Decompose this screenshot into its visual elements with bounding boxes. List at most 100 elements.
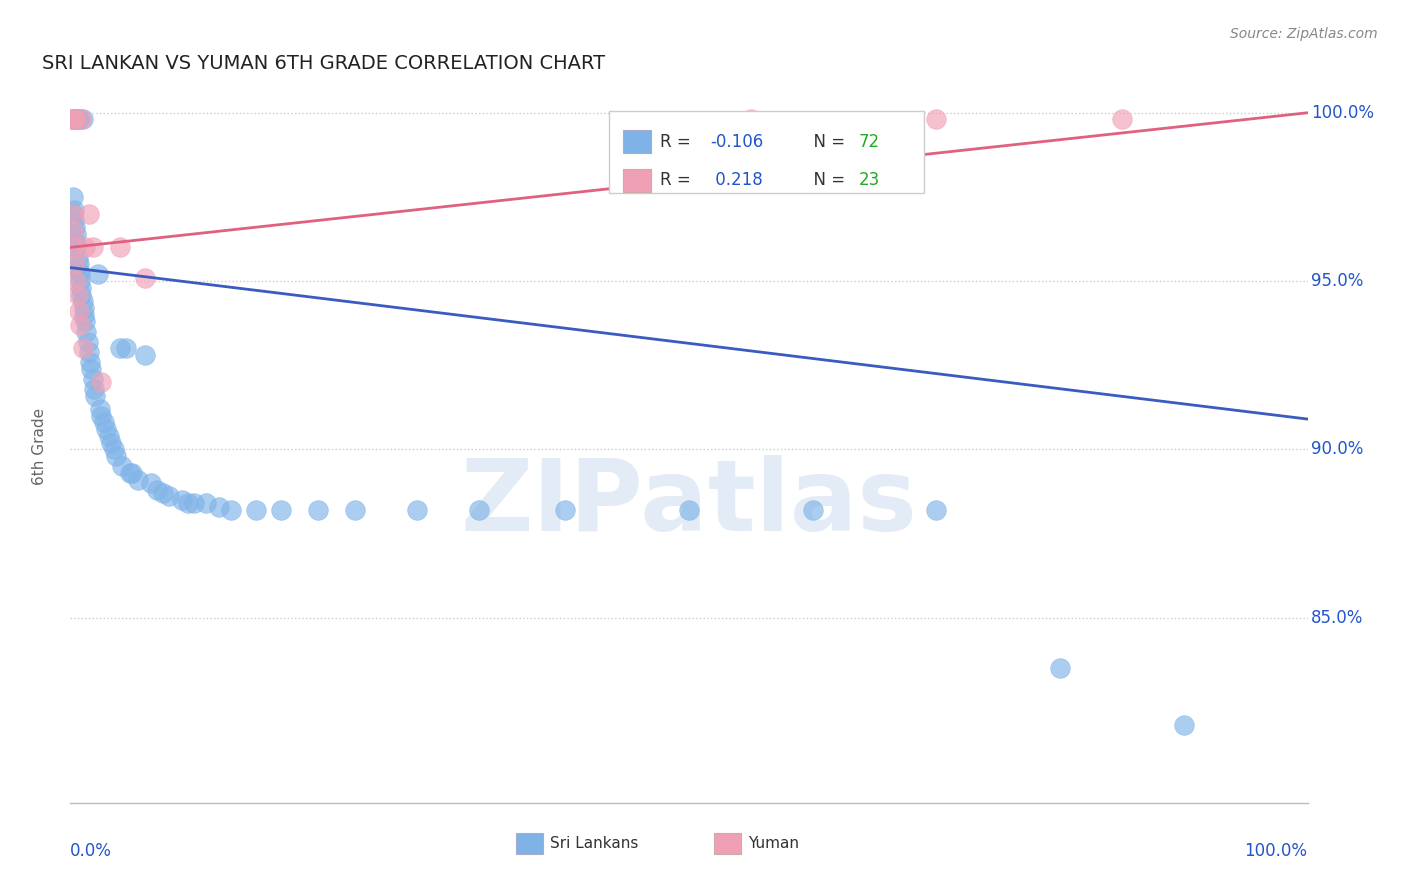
Text: 100.0%: 100.0%: [1312, 103, 1374, 122]
Point: [208, 500, 231, 514]
Point: [66, 287, 89, 301]
Point: [270, 503, 292, 517]
Point: [103, 442, 125, 457]
Point: [183, 496, 205, 510]
Text: -0.106: -0.106: [710, 133, 763, 151]
Bar: [516, 833, 543, 855]
Point: [63, 213, 86, 227]
Point: [1049, 661, 1071, 675]
Point: [219, 503, 242, 517]
Point: [60, 112, 83, 127]
Point: [90, 375, 112, 389]
Point: [65, 274, 87, 288]
Point: [157, 490, 180, 504]
Text: 72: 72: [859, 133, 880, 151]
Point: [1173, 718, 1195, 732]
Point: [89, 401, 111, 416]
Text: N =: N =: [803, 133, 851, 151]
Point: [73, 301, 96, 315]
Point: [108, 240, 131, 254]
Point: [108, 342, 131, 356]
Text: 85.0%: 85.0%: [1312, 608, 1364, 627]
Text: 95.0%: 95.0%: [1312, 272, 1364, 290]
Point: [70, 287, 93, 301]
Text: 0.0%: 0.0%: [70, 842, 112, 860]
Point: [105, 449, 128, 463]
Point: [62, 112, 84, 127]
Point: [65, 240, 87, 254]
Text: R =: R =: [661, 133, 696, 151]
Point: [134, 348, 156, 362]
Point: [70, 281, 93, 295]
Point: [73, 308, 96, 322]
Point: [343, 503, 366, 517]
Point: [75, 325, 97, 339]
Point: [146, 483, 169, 497]
Point: [65, 234, 87, 248]
Point: [177, 496, 200, 510]
Point: [69, 268, 91, 282]
Text: Yuman: Yuman: [748, 836, 800, 851]
Text: N =: N =: [803, 171, 851, 189]
Point: [77, 344, 100, 359]
Point: [79, 355, 101, 369]
Point: [76, 334, 98, 349]
Point: [77, 207, 100, 221]
Point: [86, 268, 108, 282]
Point: [62, 223, 84, 237]
Point: [90, 409, 112, 423]
Point: [134, 270, 156, 285]
Point: [67, 112, 90, 127]
Point: [60, 112, 83, 127]
Point: [678, 503, 700, 517]
Point: [65, 220, 87, 235]
Point: [84, 388, 107, 402]
Point: [66, 112, 89, 127]
Point: [70, 112, 93, 127]
Text: 90.0%: 90.0%: [1312, 441, 1364, 458]
Point: [65, 112, 87, 127]
Point: [82, 372, 104, 386]
Point: [111, 459, 134, 474]
Point: [1111, 112, 1133, 127]
Point: [62, 190, 84, 204]
Point: [72, 294, 94, 309]
Point: [75, 240, 97, 254]
Point: [63, 112, 86, 127]
Text: 23: 23: [859, 171, 880, 189]
Point: [925, 503, 948, 517]
Text: 6th Grade: 6th Grade: [32, 408, 46, 484]
Point: [72, 342, 94, 356]
Bar: [623, 169, 651, 192]
Point: [152, 486, 174, 500]
Point: [65, 112, 87, 127]
FancyBboxPatch shape: [609, 111, 924, 193]
Point: [100, 435, 122, 450]
Point: [405, 503, 427, 517]
Point: [65, 112, 87, 127]
Point: [60, 207, 83, 221]
Point: [245, 503, 267, 517]
Point: [67, 257, 90, 271]
Point: [69, 274, 91, 288]
Text: SRI LANKAN VS YUMAN 6TH GRADE CORRELATION CHART: SRI LANKAN VS YUMAN 6TH GRADE CORRELATIO…: [42, 54, 606, 72]
Point: [63, 203, 86, 218]
Point: [65, 227, 87, 241]
Point: [65, 257, 87, 271]
Point: [96, 422, 118, 436]
Point: [62, 207, 84, 221]
Point: [93, 416, 115, 430]
Point: [118, 466, 141, 480]
Point: [115, 342, 138, 356]
Point: [72, 112, 94, 127]
Point: [69, 318, 91, 332]
Point: [554, 503, 576, 517]
Point: [801, 503, 824, 517]
Text: Sri Lankans: Sri Lankans: [550, 836, 638, 851]
Point: [63, 240, 86, 254]
Text: ZIPatlas: ZIPatlas: [461, 455, 917, 551]
Point: [80, 361, 103, 376]
Point: [127, 473, 149, 487]
Point: [139, 476, 162, 491]
Bar: [714, 833, 741, 855]
